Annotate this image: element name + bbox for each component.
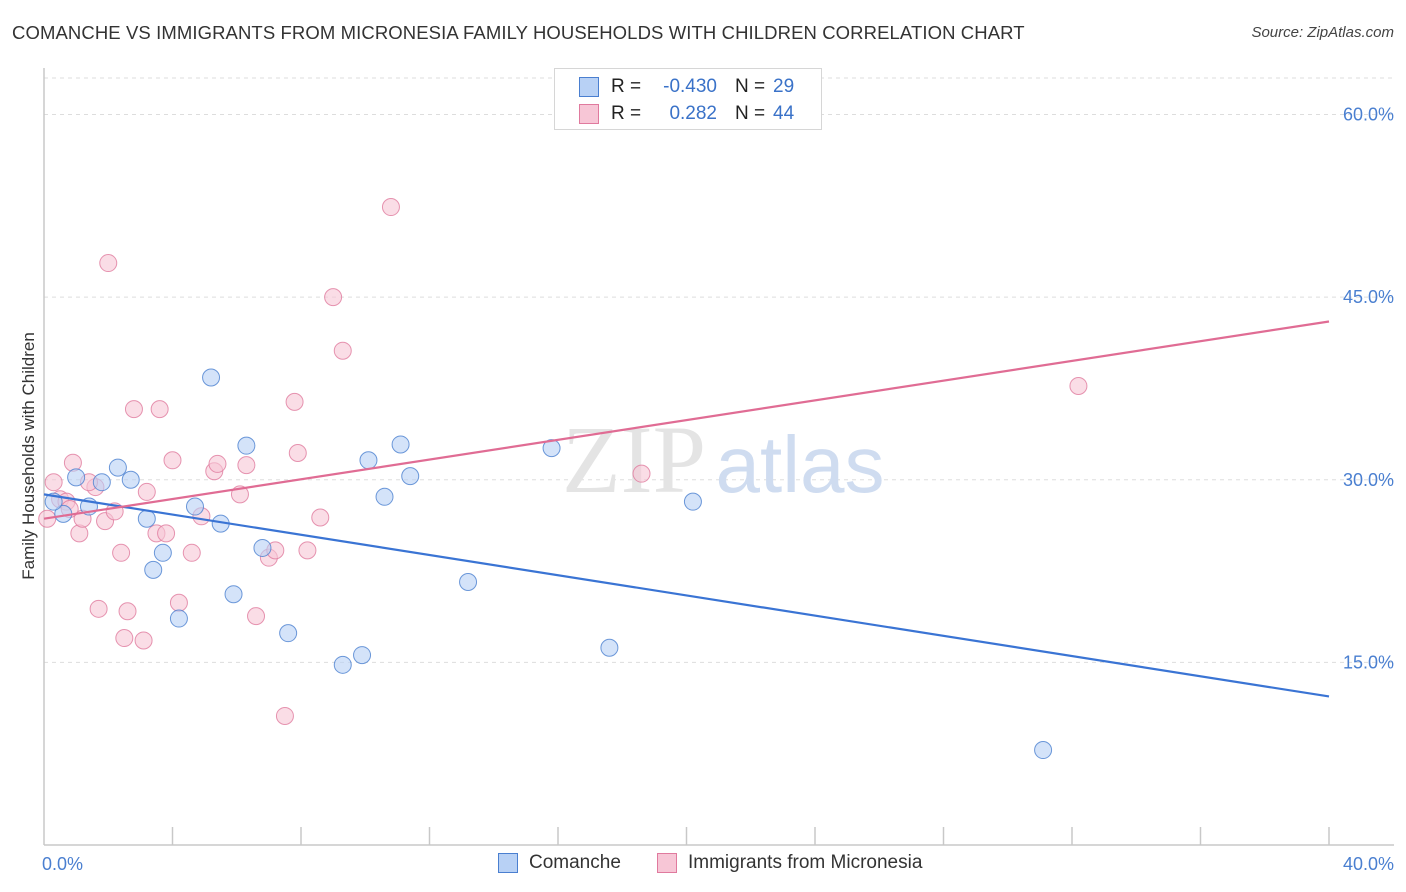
data-point-blue xyxy=(542,439,561,458)
y-tick-label: 60.0% xyxy=(1343,105,1394,125)
data-point-blue xyxy=(279,624,298,643)
data-point-pink xyxy=(163,451,182,470)
data-point-pink xyxy=(632,464,651,483)
y-tick-label: 15.0% xyxy=(1343,652,1394,672)
y-tick-label: 30.0% xyxy=(1343,470,1394,490)
correlation-legend: R = -0.430 N = 29 R = 0.282 N = 44 xyxy=(554,68,822,130)
legend-n-label: N = xyxy=(735,76,766,97)
trend-line-pink xyxy=(43,320,1330,520)
data-point-pink xyxy=(208,454,227,473)
data-point-blue xyxy=(202,368,221,387)
data-point-pink xyxy=(63,453,82,472)
data-point-blue xyxy=(108,458,127,477)
data-point-pink xyxy=(99,254,118,273)
legend-r-value: -0.430 xyxy=(663,76,717,97)
data-point-blue xyxy=(459,573,478,592)
legend-row-comanche: R = -0.430 N = 29 xyxy=(579,75,794,99)
x-axis-ticks xyxy=(171,827,1330,845)
series-comanche xyxy=(44,368,1053,760)
data-point-blue xyxy=(144,560,163,579)
trend-line-blue xyxy=(43,493,1330,698)
chart-title: COMANCHE VS IMMIGRANTS FROM MICRONESIA F… xyxy=(12,22,1025,43)
data-point-pink xyxy=(134,631,153,650)
data-point-blue xyxy=(237,436,256,455)
data-point-pink xyxy=(247,607,266,626)
data-point-pink xyxy=(182,543,201,562)
legend-swatch-blue xyxy=(579,77,599,97)
data-point-blue xyxy=(391,435,410,454)
data-point-pink xyxy=(381,198,400,217)
data-point-pink xyxy=(298,541,317,560)
gridlines xyxy=(44,77,1394,663)
legend-r-label: R = xyxy=(611,103,642,124)
trend-lines xyxy=(43,320,1330,698)
data-point-pink xyxy=(275,706,294,725)
data-point-pink xyxy=(112,543,131,562)
data-point-blue xyxy=(121,470,140,489)
data-point-blue xyxy=(600,638,619,657)
legend-item-comanche: Comanche xyxy=(498,852,621,874)
chart-source: Source: ZipAtlas.com xyxy=(1251,24,1394,41)
data-point-pink xyxy=(124,400,143,419)
data-point-pink xyxy=(89,599,108,618)
data-point-pink xyxy=(169,593,188,612)
data-point-pink xyxy=(324,288,343,307)
axes xyxy=(43,68,1394,846)
y-tick-label: 45.0% xyxy=(1343,287,1394,307)
legend-r-value: 0.282 xyxy=(669,103,717,124)
data-point-pink xyxy=(1069,377,1088,396)
y-axis-tick-labels: 15.0% 30.0% 45.0% 60.0% xyxy=(1343,105,1394,673)
data-point-blue xyxy=(169,609,188,628)
legend-n-value: 29 xyxy=(773,76,795,97)
y-axis-label: Family Households with Children xyxy=(19,332,38,580)
data-point-pink xyxy=(137,482,156,501)
data-point-pink xyxy=(44,473,63,492)
data-point-pink xyxy=(157,524,176,543)
data-point-pink xyxy=(115,629,134,648)
data-point-pink xyxy=(118,602,137,621)
data-point-blue xyxy=(375,487,394,506)
legend-label-comanche: Comanche xyxy=(529,852,621,873)
data-point-pink xyxy=(288,443,307,462)
watermark-atlas: atlas xyxy=(716,420,885,509)
data-point-pink xyxy=(285,392,304,411)
legend-n-value: 44 xyxy=(773,103,795,124)
legend-row-micronesia: R = 0.282 N = 44 xyxy=(579,102,794,126)
data-point-blue xyxy=(401,467,420,486)
data-point-pink xyxy=(150,400,169,419)
data-point-blue xyxy=(683,492,702,511)
data-point-pink xyxy=(333,341,352,360)
data-point-blue xyxy=(224,585,243,604)
data-point-blue xyxy=(359,451,378,470)
watermark-zip: ZIP xyxy=(562,406,706,513)
data-point-blue xyxy=(92,473,111,492)
data-point-blue xyxy=(253,538,272,557)
data-point-blue xyxy=(353,646,372,665)
data-point-blue xyxy=(1034,741,1053,760)
data-point-blue xyxy=(333,655,352,674)
data-point-pink xyxy=(70,524,89,543)
watermark: ZIP atlas xyxy=(562,406,884,513)
x-tick-label-max: 40.0% xyxy=(1343,854,1394,874)
data-point-blue xyxy=(137,509,156,528)
legend-label-micronesia: Immigrants from Micronesia xyxy=(688,852,923,873)
series-immigrants-from-micronesia xyxy=(38,198,1088,725)
data-point-blue xyxy=(153,543,172,562)
legend-n-label: N = xyxy=(735,103,766,124)
legend-swatch-pink xyxy=(579,104,599,124)
data-point-pink xyxy=(237,456,256,475)
legend-swatch-blue xyxy=(498,853,518,873)
data-point-blue xyxy=(185,497,204,516)
legend-r-label: R = xyxy=(611,76,642,97)
legend-swatch-pink xyxy=(657,853,677,873)
data-point-blue xyxy=(67,468,86,487)
series-legend: Comanche Immigrants from Micronesia xyxy=(0,852,1406,878)
data-point-pink xyxy=(311,508,330,527)
x-tick-label-min: 0.0% xyxy=(42,854,83,874)
legend-item-micronesia: Immigrants from Micronesia xyxy=(657,852,922,874)
